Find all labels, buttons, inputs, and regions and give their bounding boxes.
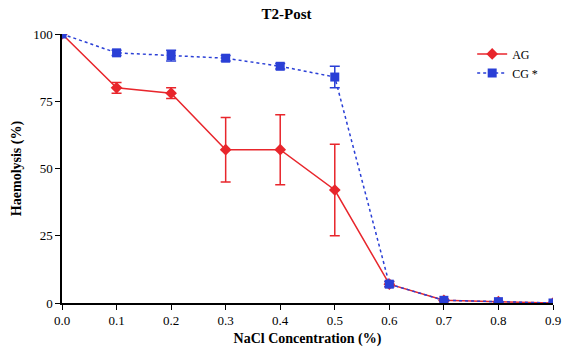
- svg-text:NaCl Concentration (%): NaCl Concentration (%): [234, 331, 382, 347]
- svg-text:50: 50: [40, 161, 53, 176]
- svg-text:0.1: 0.1: [108, 313, 124, 328]
- svg-text:Haemolysis (%): Haemolysis (%): [9, 121, 25, 217]
- svg-text:0.6: 0.6: [381, 313, 398, 328]
- svg-text:0.7: 0.7: [436, 313, 453, 328]
- svg-text:CG *: CG *: [512, 67, 538, 81]
- svg-text:0.0: 0.0: [54, 313, 70, 328]
- svg-text:0.9: 0.9: [545, 313, 561, 328]
- svg-text:25: 25: [40, 228, 53, 243]
- svg-text:0.2: 0.2: [163, 313, 179, 328]
- svg-text:75: 75: [40, 94, 53, 109]
- svg-text:0: 0: [46, 296, 53, 311]
- svg-text:0.3: 0.3: [218, 313, 234, 328]
- svg-text:100: 100: [33, 27, 53, 42]
- svg-text:0.5: 0.5: [327, 313, 343, 328]
- svg-text:0.4: 0.4: [272, 313, 289, 328]
- svg-text:T2-Post: T2-Post: [262, 6, 312, 22]
- svg-text:0.8: 0.8: [490, 313, 506, 328]
- svg-text:AG: AG: [512, 48, 530, 62]
